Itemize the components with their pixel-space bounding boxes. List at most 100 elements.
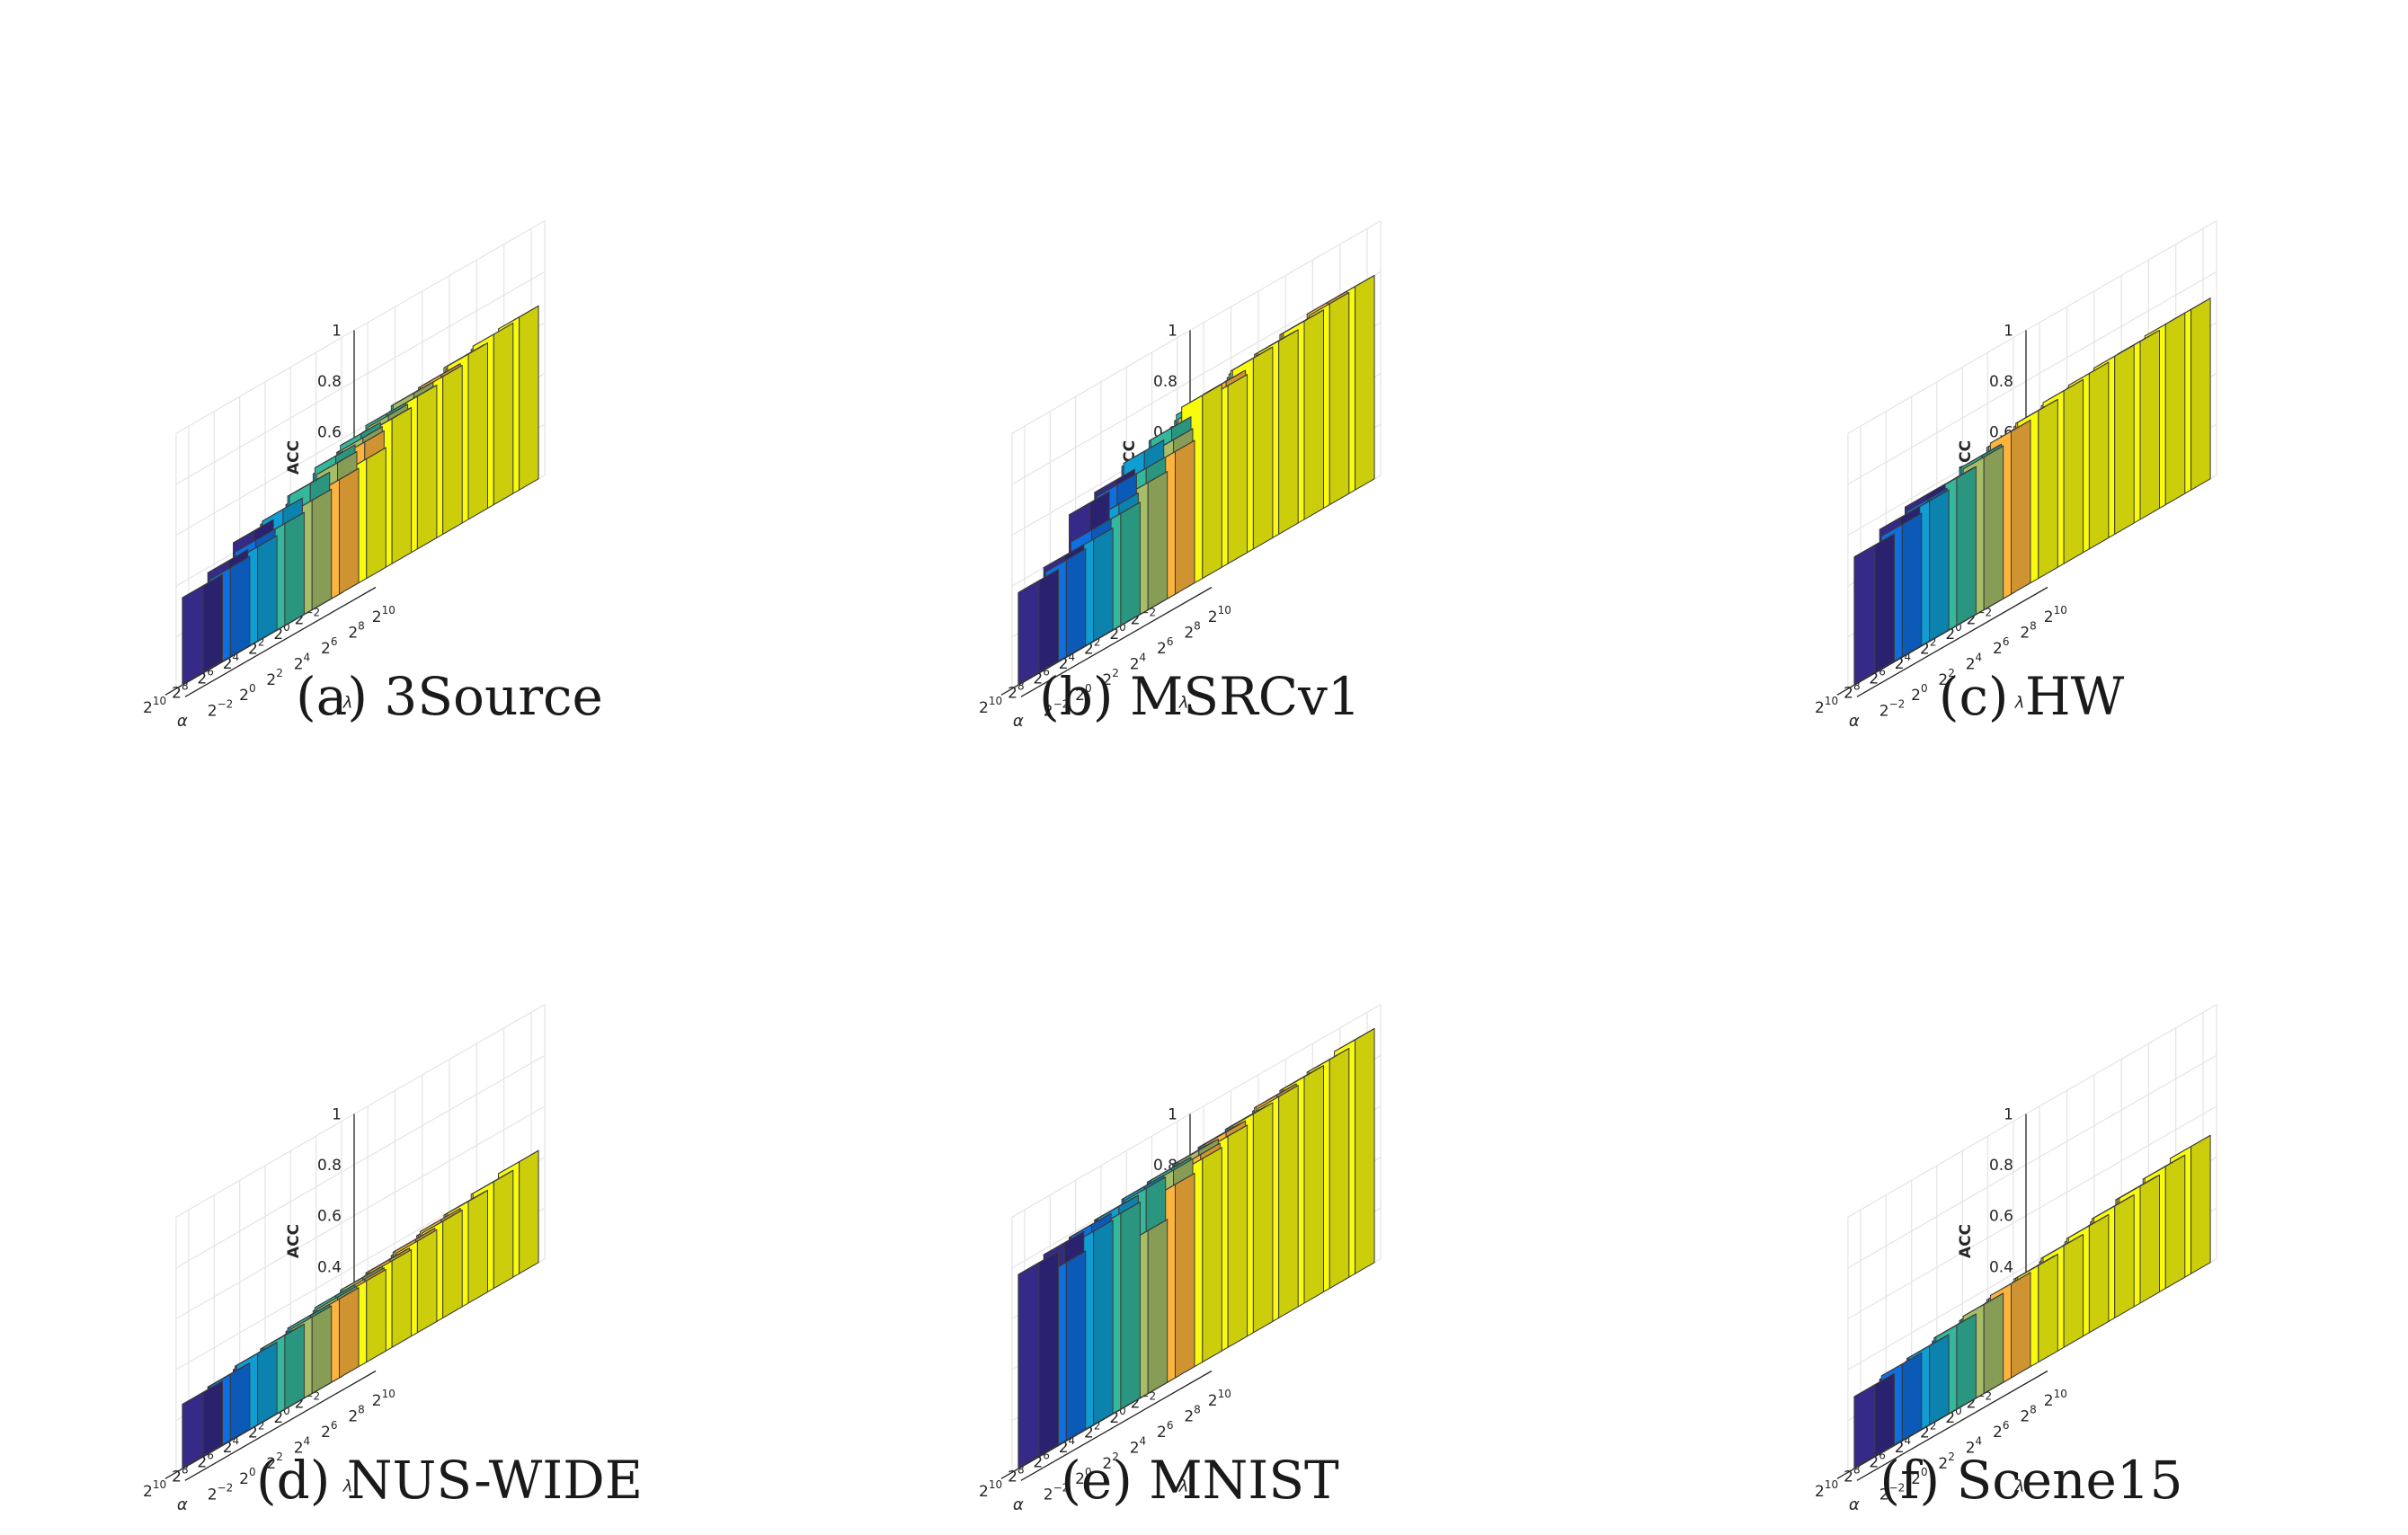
bar-top-face <box>1124 1176 1167 1201</box>
lambda-tick-label: 24 <box>1966 651 1982 673</box>
bar-top-face <box>1097 1194 1139 1220</box>
bar-side-face <box>1038 569 1059 673</box>
bar-side-face <box>1328 1048 1350 1290</box>
bar-side-face <box>1278 329 1299 535</box>
bar-top-face <box>290 1305 333 1330</box>
bar-side-face <box>2190 297 2211 491</box>
bar-side-face <box>1929 1334 1950 1425</box>
bar-top-face <box>1308 292 1350 316</box>
lambda-tick-label: 20 <box>1075 682 1091 705</box>
bar-side-face <box>1956 1313 1977 1410</box>
lambda-axis-label: λ <box>2014 694 2025 713</box>
bar-top-face <box>1096 473 1137 498</box>
alpha-tick-label: 24 <box>1059 651 1075 673</box>
bar-top-face <box>1334 1027 1375 1052</box>
bar-top-face <box>1123 439 1165 464</box>
bar-side-face <box>493 1169 514 1290</box>
z-tick-label: 0.8 <box>1989 373 2013 391</box>
lambda-axis-label: λ <box>2014 1477 2025 1496</box>
bar-top-face <box>1069 491 1110 516</box>
bar-side-face <box>1202 383 1222 580</box>
lambda-tick-label: 22 <box>1102 667 1118 689</box>
bar-side-face <box>1252 1102 1274 1334</box>
lambda-tick-label: 28 <box>1184 1404 1200 1426</box>
lambda-tick-label: 22 <box>266 1451 282 1473</box>
z-tick-label: 0.6 <box>1989 1208 2013 1226</box>
bar-side-face <box>519 305 539 491</box>
lambda-axis-line <box>184 1370 377 1481</box>
z-tick-label: 1 <box>332 1106 342 1124</box>
alpha-tick-label: 28 <box>1844 680 1860 703</box>
bar-top-face <box>235 528 276 553</box>
bar-alpha6-lambda0 <box>1853 533 1895 685</box>
bar-side-face <box>257 1342 278 1425</box>
bar-top-face <box>422 1209 463 1234</box>
bar-side-face <box>339 467 360 595</box>
lambda-tick-label: 28 <box>348 1404 364 1426</box>
bar-top-face <box>1283 1065 1324 1089</box>
alpha-tick-label: 210 <box>143 1478 166 1501</box>
lambda-tick-label: 210 <box>372 1388 395 1410</box>
bar-top-face <box>2042 1234 2084 1258</box>
bar-front-face <box>1017 1262 1040 1468</box>
z-axis-label: ACC <box>285 440 303 475</box>
bar-side-face <box>391 406 413 564</box>
bar-side-face <box>229 555 251 658</box>
lambda-tick-label: 28 <box>2020 620 2036 643</box>
bar-top-face <box>209 555 251 581</box>
bar-top-face <box>395 1229 438 1254</box>
alpha-tick-label: 22 <box>248 1420 264 1442</box>
bar-side-face <box>493 323 514 506</box>
lambda-tick-label: 2−2 <box>208 1482 234 1504</box>
bar-alpha6-lambda0 <box>182 573 223 685</box>
alpha-tick-label: 20 <box>1945 621 1961 643</box>
lambda-tick-label: 26 <box>1157 1419 1173 1442</box>
alpha-tick-label: 210 <box>1815 695 1838 717</box>
subplot-caption: (a) 3Source <box>296 666 603 727</box>
alpha-tick-label: 26 <box>1869 665 1885 688</box>
bar-side-face <box>2063 378 2084 564</box>
bar-top-face <box>1150 416 1192 440</box>
alpha-tick-label: 28 <box>1008 1464 1024 1486</box>
alpha-axis-label: α <box>177 1495 188 1514</box>
alpha-tick-label: 24 <box>223 1434 239 1457</box>
alpha-axis-label: α <box>177 712 188 731</box>
bar-top-face <box>1853 533 1895 558</box>
bar-side-face <box>2114 1193 2135 1318</box>
bar-top-face <box>1257 329 1299 354</box>
alpha-tick-label: 210 <box>979 1478 1002 1501</box>
lambda-tick-label: 2−2 <box>1879 1482 1906 1504</box>
bar-top-face <box>182 1380 223 1405</box>
bar-top-face <box>498 1149 539 1175</box>
bar-top-face <box>233 519 274 544</box>
bar-side-face <box>2114 344 2135 535</box>
alpha-tick-label: 28 <box>172 1464 188 1486</box>
bar-top-face <box>2144 1154 2186 1179</box>
alpha-tick-label: 26 <box>1869 1449 1885 1471</box>
bar-alpha6-lambda0 <box>182 1380 223 1468</box>
lambda-tick-label: 28 <box>348 620 364 643</box>
bar-top-face <box>2119 1174 2160 1199</box>
bar-top-face <box>1071 518 1112 543</box>
bar-top-face <box>342 426 383 450</box>
z-tick-label: 1 <box>332 323 342 341</box>
alpha-axis-label: α <box>1013 1495 1024 1514</box>
bar-top-face <box>2144 312 2186 337</box>
subplot-msrcv1: 00.20.40.60.81ACC2−22022242628210α2−2202… <box>979 220 1382 731</box>
bar-top-face <box>1204 1120 1247 1145</box>
bar-top-face <box>1257 1085 1299 1109</box>
lambda-axis-label: λ <box>342 694 353 713</box>
lambda-tick-label: 22 <box>1938 1451 1954 1473</box>
bar-side-face <box>1303 1065 1324 1304</box>
bar-top-face <box>1044 548 1087 572</box>
bar-top-face <box>1231 346 1274 371</box>
bar-top-face <box>1935 1313 1977 1338</box>
bar-top-face <box>315 450 358 475</box>
bar-top-face <box>1853 1372 1895 1397</box>
lambda-tick-label: 26 <box>1157 635 1173 658</box>
bar-side-face <box>1120 501 1141 626</box>
bar-side-face <box>1093 528 1114 642</box>
alpha-tick-label: 26 <box>197 665 213 688</box>
bar-side-face <box>1227 1124 1248 1348</box>
bar-side-face <box>1093 1220 1114 1425</box>
